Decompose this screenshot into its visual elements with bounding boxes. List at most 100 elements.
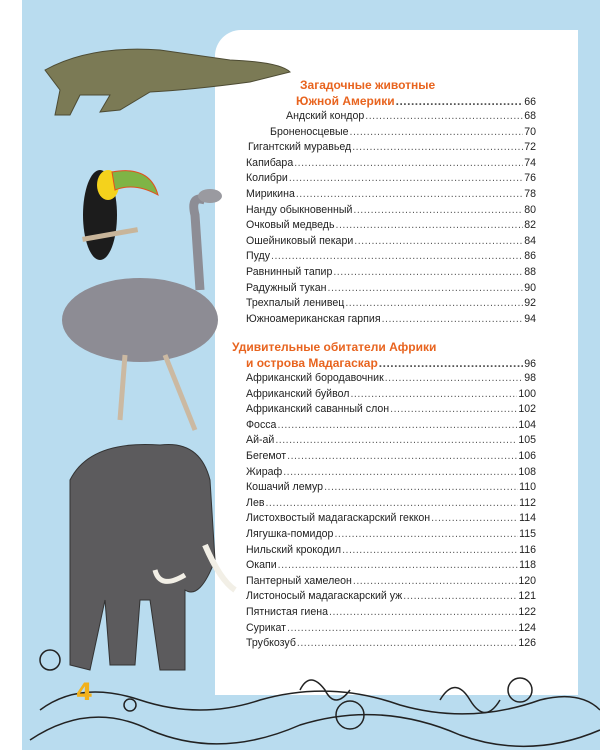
dot-leader (289, 171, 523, 187)
page-ref: 98 (524, 372, 536, 384)
dot-leader (390, 402, 517, 418)
toc-entry[interactable]: Пуду 86 (246, 249, 536, 265)
dot-leader (336, 218, 524, 234)
toc-entry[interactable]: Сурикат 124 (246, 621, 536, 637)
toc-entry[interactable]: Трубкозуб 126 (246, 636, 536, 652)
toc-entry[interactable]: Бегемот 106 (246, 449, 536, 465)
entry-title: Нанду обыкновенный (246, 203, 353, 216)
dot-leader (382, 312, 524, 328)
entry-title: Листохвостый мадагаскарский геккон (246, 512, 431, 525)
entry-title: Нильский крокодил (246, 543, 342, 556)
toc-entry[interactable]: Жираф 108 (246, 465, 536, 481)
toc-entry[interactable]: Мирикина 78 (246, 187, 536, 203)
page-ref: 100 (518, 387, 536, 400)
page-ref: 112 (519, 496, 536, 509)
toc-section-africa: Удивительные обитатели Африки и острова … (232, 339, 536, 652)
section-title-line2: и острова Мадагаскар (246, 356, 378, 370)
rhea-illustration (62, 189, 222, 431)
page-ref: 70 (524, 125, 536, 138)
toc-entry[interactable]: Очковый медведь 82 (246, 218, 536, 234)
toc-section-south-america: Загадочные животные Южной Америки 66 Андс… (246, 77, 536, 327)
dot-leader (333, 265, 523, 281)
toc-entry[interactable]: Африканский саванный слон 102 (246, 402, 536, 418)
dot-leader (297, 636, 517, 652)
dot-leader (324, 480, 518, 496)
entry-title: Мирикина (246, 187, 295, 200)
toc-entry-section-heading[interactable]: Южной Америки 66 (246, 93, 536, 109)
section-title-line1: Загадочные животные (300, 78, 436, 92)
toc-entry[interactable]: Окапи 118 (246, 558, 536, 574)
page-ref: 92 (524, 297, 536, 310)
dot-leader (350, 387, 517, 403)
toc-entry[interactable]: Радужный тукан 90 (246, 281, 536, 297)
page-ref: 122 (518, 605, 536, 618)
dot-leader (354, 234, 523, 250)
entry-title: Лягушка-помидор (246, 527, 334, 540)
page-ref: 68 (524, 110, 536, 122)
page-ref: 124 (518, 621, 536, 634)
page-ref: 102 (518, 403, 536, 416)
entry-title: Жираф (246, 465, 283, 478)
toc-entry[interactable]: Трехпалый ленивец 92 (246, 296, 536, 312)
entry-title: Броненосцевые (270, 125, 349, 138)
entry-title: Пятнистая гиена (246, 605, 328, 618)
toc-entry[interactable]: Пятнистая гиена 122 (246, 605, 536, 621)
page-ref: 82 (524, 219, 536, 232)
toc-entry[interactable]: Равнинный тапир 88 (246, 265, 536, 281)
dot-leader (350, 125, 524, 141)
toc-entry[interactable]: Фосса 104 (246, 418, 536, 434)
dot-leader (271, 249, 523, 265)
dot-leader (283, 465, 517, 481)
toc-entry[interactable]: Ошейниковый пекари 84 (246, 234, 536, 250)
entry-title: Пуду (246, 250, 271, 263)
toc-entry[interactable]: Нильский крокодил 116 (246, 543, 536, 559)
toc-entry[interactable]: Лев 112 (246, 496, 536, 512)
toc-entry[interactable]: Лягушка-помидор 115 (246, 527, 536, 543)
dot-leader (296, 187, 523, 203)
page-ref: 84 (524, 234, 536, 247)
entry-title: Окапи (246, 559, 277, 572)
entry-title: Африканский буйвол (246, 387, 350, 400)
toc-entry[interactable]: Нанду обыкновенный 80 (246, 203, 536, 219)
dot-leader (353, 574, 517, 590)
page-ref: 94 (524, 312, 536, 325)
toc-entry[interactable]: Кошачий лемур 110 (246, 480, 536, 496)
entry-title: Трубкозуб (246, 637, 296, 650)
page-ref: 72 (524, 141, 536, 154)
toc-entry[interactable]: Гигантский муравьед 72 (246, 140, 536, 156)
toc-entry[interactable]: Андский кондор 68 (246, 109, 536, 125)
entry-title: Очковый медведь (246, 219, 335, 232)
toc-entry[interactable]: Колибри 76 (246, 171, 536, 187)
entry-title: Кошачий лемур (246, 481, 324, 494)
toc-entry-section-heading[interactable]: и острова Мадагаскар 96 (232, 355, 536, 371)
toc-entry[interactable]: Листохвостый мадагаскарский геккон 114 (246, 511, 536, 527)
page-ref: 115 (519, 527, 536, 540)
toucan-illustration (82, 170, 159, 260)
toc-entry[interactable]: Пантерный хамелеон 120 (246, 574, 536, 590)
dot-leader (277, 418, 517, 434)
dot-leader (385, 371, 524, 387)
dot-leader (431, 511, 518, 527)
toc-entry[interactable]: Африканский буйвол 100 (246, 387, 536, 403)
page-ref: 106 (518, 449, 536, 462)
dot-leader (345, 296, 523, 312)
toc-entry[interactable]: Ай-ай 105 (246, 433, 536, 449)
toc-entry[interactable]: Броненосцевые 70 (246, 125, 536, 141)
page-ref: 86 (524, 250, 536, 263)
page-ref: 78 (524, 187, 536, 200)
page-ref: 80 (524, 203, 536, 216)
toc-entry[interactable]: Листоносый мадагаскарский уж 121 (246, 589, 536, 605)
entry-title: Равнинный тапир (246, 265, 333, 278)
page-ref: 96 (524, 358, 536, 370)
page-ref: 66 (524, 96, 536, 108)
toc-entry[interactable]: Африканский бородавочник 98 (246, 371, 536, 387)
page-ref: 126 (518, 637, 536, 650)
entry-title: Пантерный хамелеон (246, 574, 352, 587)
toc-entry[interactable]: Капибара 74 (246, 156, 536, 172)
toc-entry[interactable]: Южноамериканская гарпия 94 (246, 312, 536, 328)
doodle-border (29, 649, 600, 748)
dot-leader (342, 543, 518, 559)
dot-leader (353, 203, 523, 219)
section-title-line2: Южной Америки (296, 94, 395, 108)
